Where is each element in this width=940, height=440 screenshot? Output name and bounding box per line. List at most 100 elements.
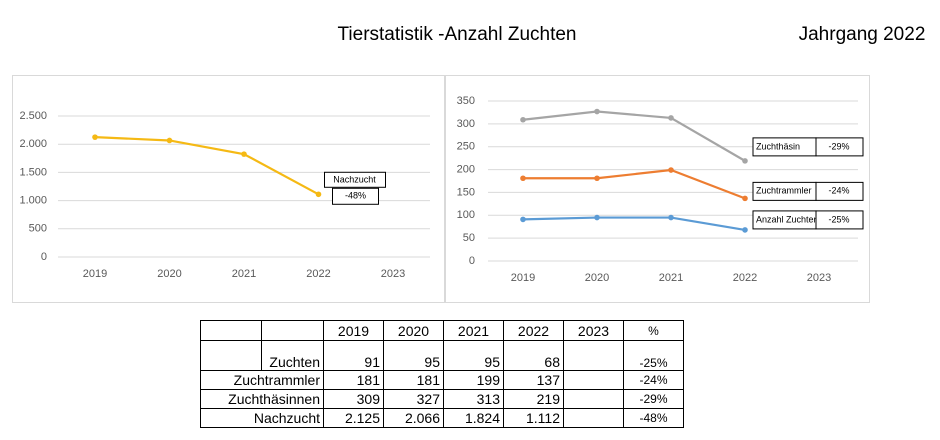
column-header: 2020 (383, 320, 444, 341)
value-cell: 95 (383, 340, 444, 371)
value-cell: 2.125 (323, 408, 384, 428)
value-cell: 199 (443, 370, 504, 390)
value-cell: 137 (503, 370, 564, 390)
y-tick-label: 2.000 (19, 138, 47, 150)
point (742, 195, 748, 202)
value-cell: 95 (443, 340, 504, 371)
point (742, 158, 748, 164)
value-cell: 219 (503, 389, 564, 409)
value-cell: 2.066 (383, 408, 444, 428)
table-row: Zuchtrammler 181 181 199 137 -24% (200, 370, 684, 390)
line (522, 216, 746, 231)
line (94, 136, 320, 196)
annotation-name: Zuchtrammler (756, 186, 812, 196)
y-tick-label: 1.500 (19, 166, 47, 178)
column-header: 2022 (503, 320, 564, 341)
annotation-box (324, 171, 386, 188)
annotation-box (815, 181, 864, 201)
y-tick-label: 50 (463, 232, 475, 244)
annotation-box (815, 137, 864, 157)
value-cell: 327 (383, 389, 444, 409)
table-row: Nachzucht 2.125 2.066 1.824 1.112 -48% (200, 408, 684, 428)
x-tick-label: 2021 (659, 272, 683, 284)
blank-cell (563, 408, 624, 428)
value-cell: 313 (443, 389, 504, 409)
y-tick-label: 2.500 (19, 110, 47, 122)
annotation-box (815, 210, 864, 230)
annotation-name: Nachzucht (333, 175, 376, 185)
chart-frame (445, 75, 870, 303)
annotation-name: Anzahl Zuchten (756, 214, 819, 224)
value-cell: 68 (503, 340, 564, 371)
point (668, 167, 674, 173)
column-header: 2023 (563, 320, 624, 341)
year-label: Jahrgang 2022 (799, 24, 926, 45)
point (668, 214, 674, 221)
x-tick-label: 2023 (381, 268, 405, 280)
annotation-change: -29% (828, 141, 849, 151)
blank-cell (261, 320, 324, 341)
annotation-change: -24% (828, 186, 849, 196)
charts: Tierstatistik -Anzahl Zuchten Jahrgang 2… (12, 24, 926, 303)
table-row: Zuchten 91 95 95 68 -25% (200, 340, 684, 371)
blank-cell (563, 389, 624, 409)
y-tick-label: 300 (457, 118, 475, 130)
blank-cell (200, 320, 262, 341)
column-header: 2021 (443, 320, 504, 341)
point (742, 227, 748, 233)
y-tick-label: 0 (41, 251, 47, 263)
y-tick-label: 500 (29, 223, 47, 235)
annotation-box (332, 187, 379, 205)
value-cell: 181 (323, 370, 384, 390)
x-tick-label: 2023 (807, 272, 831, 284)
change-cell: -29% (623, 389, 684, 409)
y-tick-label: 150 (457, 186, 475, 198)
change-cell: -24% (623, 370, 684, 390)
y-tick-label: 250 (457, 141, 475, 153)
point (594, 214, 600, 221)
title: Tierstatistik -Anzahl Zuchten (338, 24, 577, 45)
row-label: Zuchten (261, 340, 324, 371)
point (520, 116, 526, 123)
x-tick-label: 2022 (733, 272, 757, 284)
chart-frame (12, 75, 445, 303)
table-row: 2019 2020 2021 2022 2023% (200, 320, 684, 341)
value-cell: 1.112 (503, 408, 564, 428)
x-tick-label: 2022 (306, 268, 330, 280)
value-cell: 1.824 (443, 408, 504, 428)
change-cell: -48% (623, 408, 684, 428)
x-tick-label: 2019 (83, 268, 107, 280)
point (520, 175, 526, 182)
annotation-change: -25% (828, 214, 849, 224)
row-label: Nachzucht (200, 408, 324, 428)
data-table: 2019 2020 2021 2022 2023% Zuchten 91 95 95 68 -25%… (200, 320, 684, 428)
point (594, 108, 600, 115)
y-tick-label: 1.000 (19, 195, 47, 207)
point (241, 151, 247, 157)
x-tick-label: 2020 (157, 268, 181, 280)
point (520, 216, 526, 223)
line (523, 168, 746, 200)
point (668, 115, 674, 121)
y-tick-label: 100 (457, 209, 475, 221)
annotation-change: -48% (345, 191, 366, 201)
y-tick-label: 350 (457, 95, 475, 107)
point (166, 137, 173, 144)
line (522, 110, 746, 162)
table-body: 2019 2020 2021 2022 2023% Zuchten 91 95 95 68 -25%… (200, 320, 684, 428)
point (315, 191, 322, 198)
row-label: Zuchtrammler (200, 370, 324, 390)
point (594, 175, 600, 182)
y-tick-label: 200 (457, 163, 475, 175)
point (92, 134, 98, 140)
value-cell: 181 (383, 370, 444, 390)
table-row: Zuchthäsinnen 309 327 313 219 -29% (200, 389, 684, 409)
annotation-name: Zuchthäsin (756, 141, 800, 151)
x-tick-label: 2020 (585, 272, 609, 284)
x-tick-label: 2019 (511, 272, 535, 284)
y-tick-label: 0 (469, 255, 475, 267)
column-header: 2019 (323, 320, 384, 341)
column-header: % (623, 320, 684, 341)
change-cell: -25% (623, 340, 684, 371)
